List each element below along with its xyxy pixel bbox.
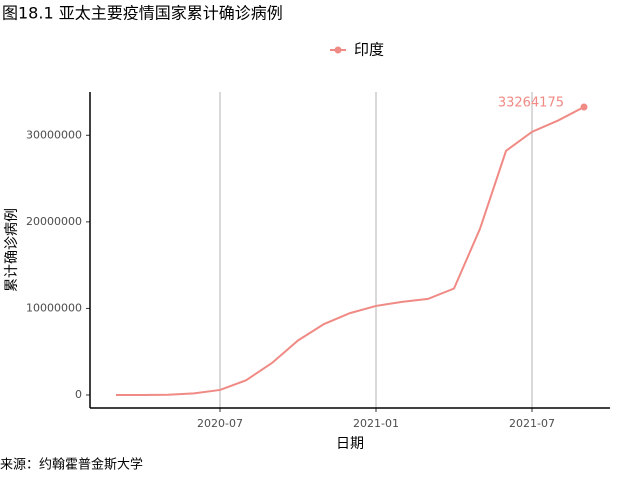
- value-label: 33264175: [498, 96, 564, 111]
- y-tick-label: 10000000: [26, 301, 82, 314]
- x-tick-label: 2021-01: [353, 417, 399, 430]
- y-axis-title: 累计确诊病例: [4, 208, 20, 292]
- y-tick-label: 30000000: [26, 128, 82, 141]
- y-tick-label: 20000000: [26, 215, 82, 228]
- line: [115, 106, 585, 397]
- y-tick-label: 0: [75, 388, 82, 401]
- chart-title: 图18.1 亚太主要疫情国家累计确诊病例: [2, 4, 283, 23]
- end-point: [580, 103, 588, 111]
- caption: 来源：约翰霍普金斯大学: [0, 457, 143, 473]
- legend-label: 印度: [354, 41, 384, 59]
- x-tick-label: 2021-07: [509, 417, 555, 430]
- x-tick-label: 2020-07: [197, 417, 243, 430]
- x-axis-title: 日期: [336, 436, 364, 452]
- legend-point: [334, 46, 342, 54]
